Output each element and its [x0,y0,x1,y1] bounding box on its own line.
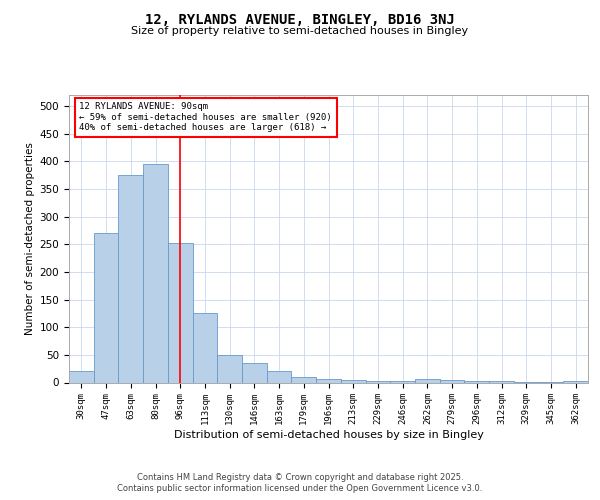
Bar [193,314,217,382]
X-axis label: Distribution of semi-detached houses by size in Bingley: Distribution of semi-detached houses by … [173,430,484,440]
Bar [168,243,193,382]
Bar [365,381,390,382]
Bar [242,363,267,382]
Bar [563,381,588,382]
Bar [440,380,464,382]
Bar [464,381,489,382]
Bar [415,379,440,382]
Text: Contains HM Land Registry data © Crown copyright and database right 2025.: Contains HM Land Registry data © Crown c… [137,472,463,482]
Bar [69,372,94,382]
Bar [118,175,143,382]
Text: 12, RYLANDS AVENUE, BINGLEY, BD16 3NJ: 12, RYLANDS AVENUE, BINGLEY, BD16 3NJ [145,12,455,26]
Bar [267,372,292,382]
Bar [316,379,341,382]
Y-axis label: Number of semi-detached properties: Number of semi-detached properties [25,142,35,335]
Bar [292,377,316,382]
Bar [341,380,365,382]
Text: Contains public sector information licensed under the Open Government Licence v3: Contains public sector information licen… [118,484,482,493]
Bar [143,164,168,382]
Bar [217,355,242,382]
Text: Size of property relative to semi-detached houses in Bingley: Size of property relative to semi-detach… [131,26,469,36]
Text: 12 RYLANDS AVENUE: 90sqm
← 59% of semi-detached houses are smaller (920)
40% of : 12 RYLANDS AVENUE: 90sqm ← 59% of semi-d… [79,102,332,132]
Bar [94,233,118,382]
